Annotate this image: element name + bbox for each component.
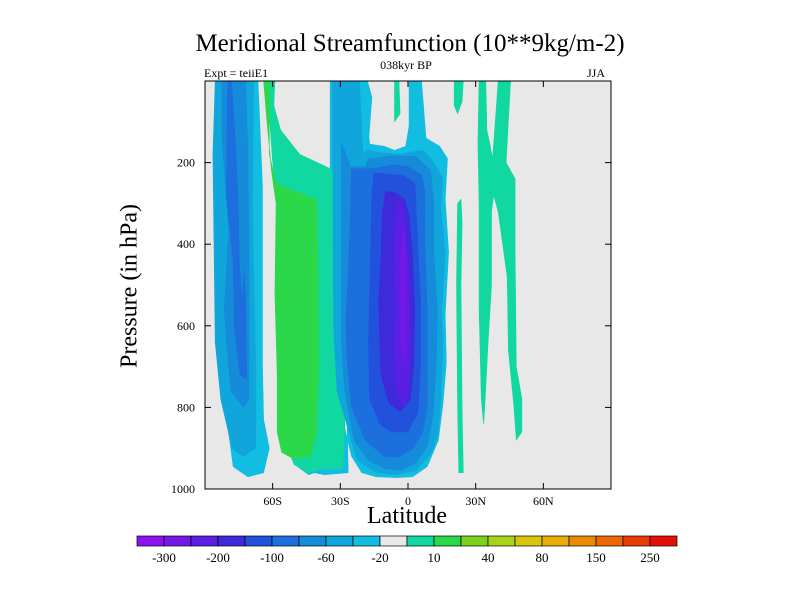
colorbar-swatch-12 — [460, 535, 489, 547]
colorbar-label-7: 80 — [536, 550, 549, 565]
colorbar-label-1: -200 — [206, 550, 230, 565]
colorbar-swatch-7 — [325, 535, 354, 547]
colorbar-label-2: -100 — [260, 550, 284, 565]
colorbar-swatch-1 — [163, 535, 192, 547]
colorbar-label-5: 10 — [428, 550, 441, 565]
colorbar-swatch-9 — [379, 535, 408, 547]
y-tick-label-3: 800 — [177, 400, 195, 414]
contour-region-5 — [477, 81, 523, 441]
colorbar-label-0: -300 — [152, 550, 176, 565]
colorbar-swatch-13 — [487, 535, 516, 547]
colorbar-swatch-11 — [433, 535, 462, 547]
colorbar-label-4: -20 — [371, 550, 388, 565]
contour-region-6 — [456, 199, 464, 474]
contour-region-14 — [231, 81, 245, 294]
colorbar-label-9: 250 — [640, 550, 660, 565]
contour-region-18 — [399, 223, 408, 367]
season-label: JJA — [587, 66, 606, 80]
y-tick-label-2: 600 — [177, 319, 195, 333]
x-tick-label-0: 60S — [263, 494, 282, 508]
x-tick-label-1: 30S — [331, 494, 350, 508]
x-tick-label-4: 60N — [533, 494, 554, 508]
colorbar-swatch-6 — [298, 535, 327, 547]
y-tick-label-4: 1000 — [171, 482, 195, 496]
colorbar-swatch-8 — [352, 535, 381, 547]
experiment-label: Expt = teiiE1 — [204, 66, 269, 80]
contour-region-3 — [394, 81, 401, 123]
time-period-label: 038kyr BP — [380, 58, 432, 72]
contour-region-11 — [263, 81, 320, 459]
contour-fill-group — [207, 81, 523, 478]
colorbar-label-6: 40 — [482, 550, 495, 565]
colorbar-swatch-18 — [622, 535, 651, 547]
colorbar-label-3: -60 — [317, 550, 334, 565]
colorbar-swatch-17 — [595, 535, 624, 547]
contour-region-4 — [453, 81, 464, 114]
colorbar-swatch-10 — [406, 535, 435, 547]
colorbar-swatch-15 — [541, 535, 570, 547]
colorbar-swatch-4 — [244, 535, 273, 547]
colorbar-label-8: 150 — [586, 550, 606, 565]
colorbar-swatch-16 — [568, 535, 597, 547]
colorbar-swatch-2 — [190, 535, 219, 547]
colorbar-swatch-3 — [217, 535, 246, 547]
colorbar-swatch-0 — [136, 535, 165, 547]
x-axis-label: Latitude — [367, 503, 447, 529]
x-tick-label-2: 0 — [405, 494, 411, 508]
colorbar-swatch-5 — [271, 535, 300, 547]
x-tick-label-3: 30N — [465, 494, 486, 508]
contour-region-1 — [361, 81, 373, 143]
colorbar-swatch-14 — [514, 535, 543, 547]
y-tick-label-1: 400 — [177, 237, 195, 251]
colorbar-swatch-19 — [649, 535, 678, 547]
y-tick-label-0: 200 — [177, 156, 195, 170]
chart-title: Meridional Streamfunction (10**9kg/m-2) — [195, 30, 625, 57]
